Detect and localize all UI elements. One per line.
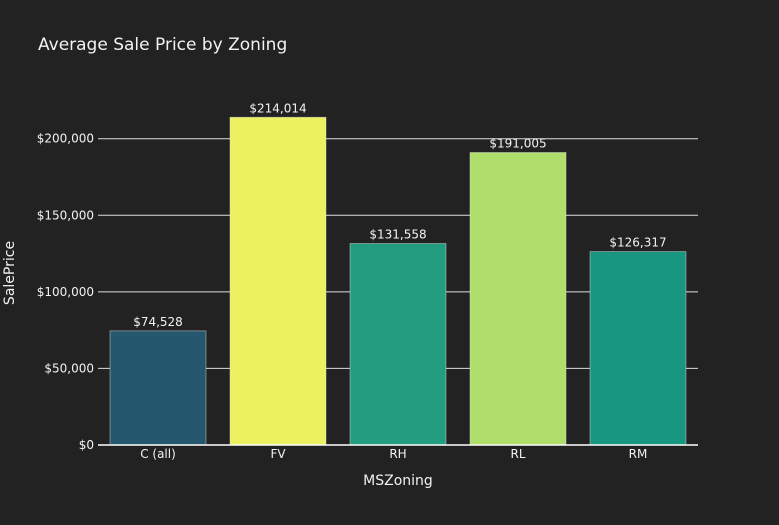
bar	[589, 251, 687, 446]
y-tick-label: $150,000	[37, 208, 94, 222]
x-tick-label: RM	[629, 447, 648, 461]
y-tick-label: $100,000	[37, 285, 94, 299]
y-axis-ticks: $0 $50,000 $100,000 $150,000 $200,000	[37, 132, 94, 452]
bar-value-label: $131,558	[369, 228, 426, 242]
x-axis-ticks: C (all) FV RH RL RM	[140, 447, 647, 461]
y-tick-label: $0	[79, 438, 94, 452]
bar	[469, 152, 567, 446]
bar-value-label: $214,014	[249, 101, 306, 115]
bar-value-label: $74,528	[133, 315, 183, 329]
bar	[229, 116, 327, 446]
x-tick-label: RL	[510, 447, 525, 461]
chart-title: Average Sale Price by Zoning	[38, 35, 287, 55]
bars	[109, 116, 687, 446]
x-tick-label: FV	[270, 447, 286, 461]
y-tick-label: $200,000	[37, 132, 94, 146]
x-tick-label: C (all)	[140, 447, 176, 461]
bar-value-label: $191,005	[489, 136, 546, 150]
bar	[109, 330, 207, 446]
y-axis-label: SalePrice	[2, 241, 18, 305]
y-tick-label: $50,000	[44, 361, 94, 375]
bar-value-label: $126,317	[609, 236, 666, 250]
bar-value-labels: $74,528 $214,014 $131,558 $191,005 $126,317	[133, 101, 666, 329]
bar	[349, 243, 447, 446]
x-axis-label: MSZoning	[363, 473, 433, 489]
x-tick-label: RH	[389, 447, 406, 461]
